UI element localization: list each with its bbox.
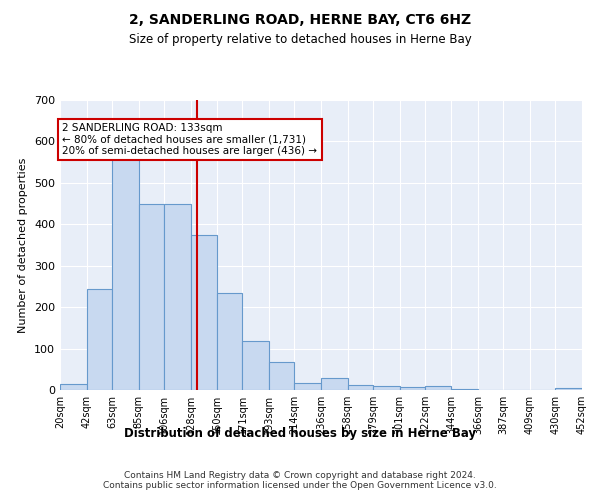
Y-axis label: Number of detached properties: Number of detached properties	[19, 158, 28, 332]
Text: Contains HM Land Registry data © Crown copyright and database right 2024.
Contai: Contains HM Land Registry data © Crown c…	[103, 470, 497, 490]
Bar	[400, 386, 425, 390]
Bar	[451, 389, 478, 390]
Bar	[373, 386, 400, 390]
Bar	[556, 388, 582, 390]
Bar	[86, 288, 112, 390]
Bar	[347, 385, 373, 390]
Bar	[191, 234, 217, 390]
Bar	[217, 292, 242, 390]
Bar	[269, 362, 295, 390]
Bar	[242, 341, 269, 390]
Text: 2 SANDERLING ROAD: 133sqm
← 80% of detached houses are smaller (1,731)
20% of se: 2 SANDERLING ROAD: 133sqm ← 80% of detac…	[62, 123, 317, 156]
Bar	[60, 384, 86, 390]
Bar	[295, 382, 321, 390]
Bar	[139, 204, 164, 390]
Text: Size of property relative to detached houses in Herne Bay: Size of property relative to detached ho…	[128, 32, 472, 46]
Bar	[164, 204, 191, 390]
Text: Distribution of detached houses by size in Herne Bay: Distribution of detached houses by size …	[124, 428, 476, 440]
Bar	[321, 378, 347, 390]
Bar	[425, 386, 451, 390]
Bar	[112, 146, 139, 390]
Text: 2, SANDERLING ROAD, HERNE BAY, CT6 6HZ: 2, SANDERLING ROAD, HERNE BAY, CT6 6HZ	[129, 12, 471, 26]
